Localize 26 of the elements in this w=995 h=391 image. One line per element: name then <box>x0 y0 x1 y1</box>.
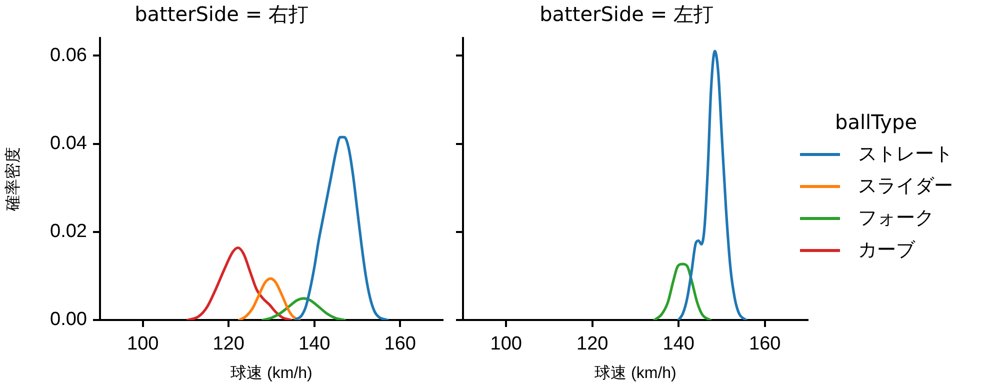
x-tick-label: 140 <box>298 334 330 355</box>
line-series <box>238 277 301 320</box>
legend-title: ballType <box>835 110 918 134</box>
x-axis-title: 球速 (km/h) <box>594 364 676 382</box>
x-tick-label: 100 <box>490 334 522 355</box>
y-tick-label: 0.04 <box>50 132 88 154</box>
chart-title: batterSide = 右打 <box>134 2 308 26</box>
legend-label: ストレート <box>858 142 953 167</box>
y-tick-label: 0.02 <box>50 221 87 242</box>
line-series <box>294 136 389 320</box>
legend-label: スライダー <box>858 174 953 199</box>
x-tick-label: 160 <box>384 334 416 355</box>
x-tick-label: 120 <box>576 334 608 355</box>
y-axis-title: 確率密度 <box>4 147 22 212</box>
legend-label: カーブ <box>858 238 915 263</box>
y-tick-label: 0.00 <box>50 309 87 330</box>
line-series <box>262 297 346 320</box>
x-axis-title: 球速 (km/h) <box>230 364 312 382</box>
legend-label: フォーク <box>858 206 934 231</box>
y-tick-label: 0.06 <box>50 44 87 66</box>
line-series <box>186 246 292 320</box>
x-tick-label: 140 <box>662 334 694 355</box>
x-tick-label: 100 <box>127 334 159 355</box>
chart-title: batterSide = 左打 <box>540 2 714 26</box>
x-tick-label: 120 <box>212 334 244 355</box>
x-tick-label: 160 <box>749 334 781 355</box>
